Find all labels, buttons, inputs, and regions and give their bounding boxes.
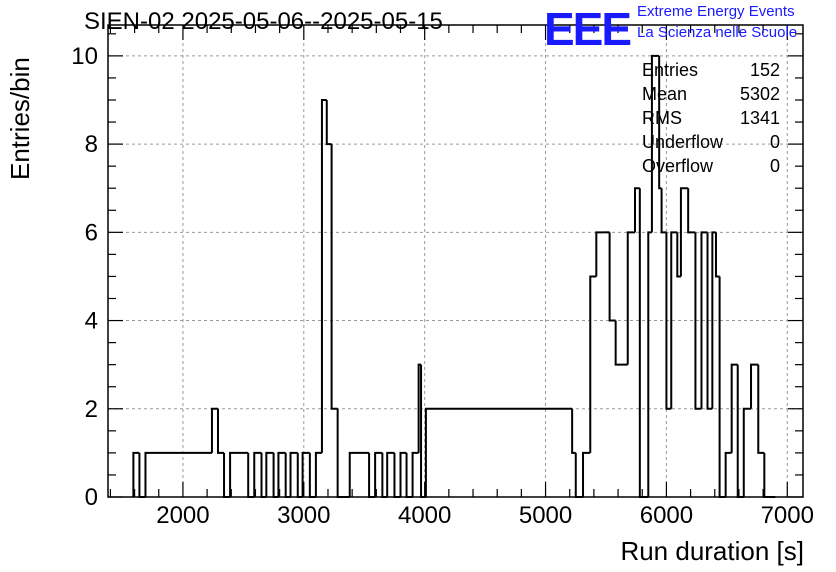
- y-tick-label: 0: [85, 484, 98, 511]
- histogram-bin: [730, 363, 738, 453]
- histogram-bin: [330, 144, 338, 410]
- histogram-bin: [411, 451, 419, 497]
- histogram-bin: [253, 451, 262, 497]
- histogram-bin: [574, 452, 584, 498]
- stats-value: 0: [769, 132, 780, 152]
- stats-box: Entries 152 Mean 5302 RMS 1341 Underflow 0 O…: [642, 60, 780, 180]
- x-tick-label: 4000: [398, 502, 451, 529]
- x-tick-label: 3000: [277, 502, 330, 529]
- histogram-bin: [424, 407, 573, 497]
- histogram-bin: [614, 320, 628, 366]
- stats-value: 0: [769, 156, 780, 176]
- x-tick-label: 7000: [761, 502, 814, 529]
- logo-caption-line1: Extreme Energy Events: [637, 3, 795, 20]
- y-tick-label: 10: [71, 43, 98, 70]
- x-tick-label: 5000: [519, 502, 572, 529]
- histogram-bin: [608, 232, 616, 322]
- histogram-bin: [301, 451, 310, 497]
- stats-label: Underflow: [642, 132, 724, 152]
- histogram-bin: [399, 451, 407, 497]
- histogram-bin: [132, 451, 140, 497]
- stats-row-overflow: Overflow 0: [642, 156, 780, 180]
- histogram-bin: [660, 188, 667, 234]
- histogram-bin: [229, 451, 249, 497]
- y-tick-label: 2: [85, 396, 98, 423]
- axis-ticks: [108, 25, 803, 498]
- x-axis-label: Run duration [s]: [620, 536, 804, 566]
- stats-label: RMS: [642, 108, 682, 128]
- histogram-bin: [144, 451, 212, 497]
- histogram-bin: [750, 363, 759, 409]
- stats-value: 1341: [739, 108, 780, 128]
- histogram-bin: [582, 451, 591, 497]
- histogram-bin: [277, 451, 286, 497]
- histogram-bin: [638, 188, 649, 498]
- histogram-bin: [626, 231, 635, 365]
- histogram-bin: [386, 451, 395, 497]
- histogram-bin: [265, 451, 274, 497]
- y-tick-label: 4: [85, 308, 98, 335]
- histogram-bin: [687, 188, 696, 234]
- x-tick-label: 6000: [640, 502, 693, 529]
- histogram-bin: [336, 408, 344, 498]
- stats-row-entries: Entries 152: [642, 60, 780, 84]
- chart-title: SIEN-02 2025-05-06--2025-05-15: [84, 8, 443, 35]
- histogram-bin: [633, 187, 640, 233]
- histogram-bin: [711, 231, 716, 409]
- histogram-bin: [320, 98, 327, 453]
- tick-labels: 2000 3000 4000 5000 6000 7000 0 2 4 6 8 10: [71, 43, 814, 529]
- histogram-bin: [665, 232, 672, 410]
- stats-row-rms: RMS 1341: [642, 108, 780, 132]
- x-tick-label: 2000: [156, 502, 209, 529]
- histogram-bin: [348, 451, 370, 497]
- y-tick-label: 6: [85, 219, 98, 246]
- histogram-bin: [289, 451, 298, 497]
- histogram-bin: [763, 452, 770, 498]
- y-axis-label: Entries/bin: [5, 57, 35, 180]
- histogram-bin: [589, 275, 597, 453]
- stats-label: Entries: [642, 60, 699, 80]
- histogram-bin: [647, 231, 652, 497]
- histogram-bin: [679, 187, 689, 277]
- histogram-bin: [700, 231, 708, 409]
- histogram-bin: [374, 451, 383, 497]
- histogram-bin: [571, 408, 576, 454]
- histogram-bin: [742, 407, 752, 497]
- histogram-bin: [314, 451, 322, 497]
- histogram-bin: [676, 232, 681, 278]
- eee-logo: EEE: [544, 3, 632, 55]
- stats-row-underflow: Underflow 0: [642, 132, 780, 156]
- histogram-bin: [670, 231, 678, 409]
- histogram-bin: [724, 451, 732, 497]
- histogram-bin: [650, 54, 660, 233]
- stats-value: 152: [749, 60, 780, 80]
- histogram-bin: [714, 232, 720, 278]
- stats-value: 5302: [739, 84, 780, 104]
- histogram-bin: [757, 364, 765, 454]
- histogram-bin: [706, 232, 713, 410]
- stats-label: Mean: [642, 84, 688, 104]
- histogram-bin: [210, 407, 218, 453]
- stats-row-mean: Mean 5302: [642, 84, 780, 108]
- y-tick-label: 8: [85, 131, 98, 158]
- logo-caption-line2: La Scienza nelle Scuole: [637, 24, 798, 41]
- stats-label: Overflow: [642, 156, 714, 176]
- histogram-bin: [694, 232, 702, 410]
- histogram-bin: [595, 231, 604, 277]
- histogram-bin: [325, 99, 332, 146]
- histogram-bin: [216, 408, 225, 454]
- plot-frame: [107, 24, 804, 498]
